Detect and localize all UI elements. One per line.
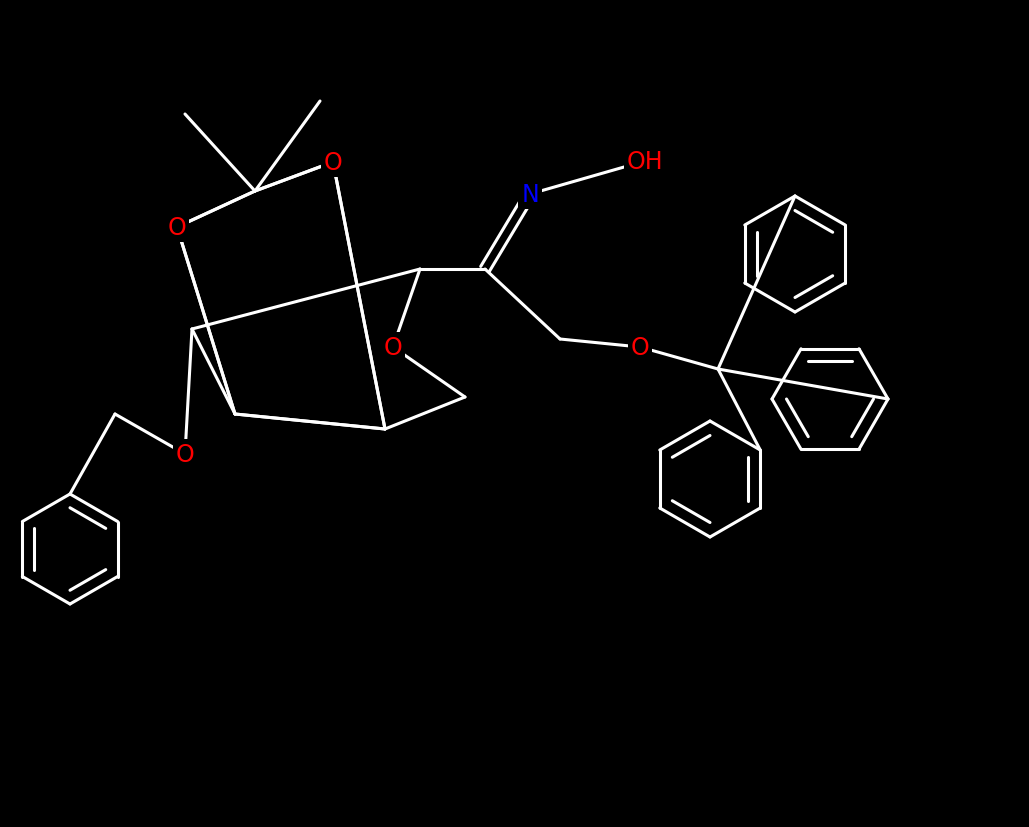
Text: O: O (168, 216, 186, 240)
Text: O: O (324, 151, 343, 174)
Text: O: O (176, 442, 194, 466)
Text: OH: OH (627, 150, 664, 174)
Text: O: O (384, 336, 402, 360)
Text: O: O (631, 336, 649, 360)
Text: N: N (521, 183, 539, 207)
